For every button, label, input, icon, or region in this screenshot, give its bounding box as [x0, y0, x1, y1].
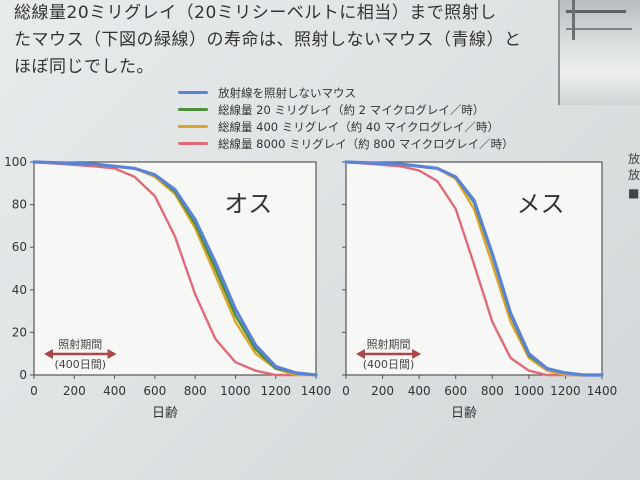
legend-swatch-orange: [178, 125, 208, 128]
y-tick-label: 100: [4, 155, 27, 169]
annotation-arrow-left: [356, 349, 365, 359]
x-tick-label: 400: [103, 384, 126, 398]
annotation-label: 照射期間: [58, 337, 102, 351]
x-tick-label: 1200: [550, 384, 581, 398]
x-tick-label: 0: [342, 384, 350, 398]
y-tick-label: 0: [19, 368, 27, 382]
x-tick-label: 400: [408, 384, 431, 398]
annotation-arrow-right: [107, 349, 117, 359]
edge-glyph-3: ■: [628, 186, 640, 200]
edge-glyph-1: 放: [628, 152, 640, 166]
plot-area: [33, 161, 317, 376]
x-tick-label: 1400: [301, 384, 332, 398]
plot-area: [345, 161, 603, 376]
x-tick-label: 800: [184, 384, 207, 398]
x-tick-label: 600: [444, 384, 467, 398]
intro-text: 総線量20ミリグレイ（20ミリシーベルトに相当）まで照射し たマウス（下図の緑線…: [14, 0, 554, 81]
annotation-sublabel: (400日間): [54, 358, 106, 371]
annotation-arrow-left: [44, 349, 53, 359]
y-tick-label: 20: [12, 325, 27, 339]
x-tick-label: 1000: [514, 384, 545, 398]
legend-swatch-blue: [178, 91, 208, 94]
edge-glyph-2: 放: [628, 168, 640, 182]
legend-item-400mgy: 総線量 400 ミリグレイ（約 40 マイクログレイ／時）: [178, 118, 514, 135]
lab-photo: [558, 0, 640, 105]
series-line-0: [344, 160, 604, 377]
survival-charts: 0 200 400 600 800 1000 1200 1400 0 20 40 60 80 100 日齢 オ…: [4, 155, 618, 421]
annotation-arrow-right: [412, 349, 422, 359]
legend-label: 総線量 8000 ミリグレイ（約 800 マイクログレイ／時）: [218, 136, 514, 151]
series-line-3: [32, 160, 298, 377]
series-line-3: [344, 160, 585, 377]
annotation-label: 照射期間: [367, 337, 411, 351]
legend-label: 総線量 400 ミリグレイ（約 40 マイクログレイ／時）: [218, 119, 499, 134]
x-tick-label: 0: [30, 384, 38, 398]
panel-title: オス: [224, 190, 272, 218]
x-axis-label: 日齢: [451, 406, 477, 421]
x-tick-label: 800: [481, 384, 504, 398]
x-tick-label: 200: [63, 384, 86, 398]
legend-swatch-pink: [178, 142, 208, 145]
y-tick-label: 40: [12, 283, 27, 297]
panel-title: メス: [517, 190, 565, 218]
x-tick-label: 1200: [260, 384, 291, 398]
y-tick-label: 60: [12, 240, 27, 254]
x-tick-label: 1400: [587, 384, 618, 398]
x-tick-label: 1000: [220, 384, 251, 398]
legend-swatch-green: [178, 108, 208, 111]
legend-item-control: 放射線を照射しないマウス: [178, 84, 514, 101]
legend-label: 放射線を照射しないマウス: [218, 85, 356, 100]
annotation-sublabel: (400日間): [363, 358, 415, 371]
legend-label: 総線量 20 ミリグレイ（約 2 マイクログレイ／時）: [218, 102, 485, 117]
x-axis-label: 日齢: [152, 406, 178, 421]
x-tick-label: 600: [143, 384, 166, 398]
intro-line-1: 総線量20ミリグレイ（20ミリシーベルトに相当）まで照射し: [14, 3, 497, 23]
chart-legend: 放射線を照射しないマウス 総線量 20 ミリグレイ（約 2 マイクログレイ／時）…: [178, 84, 514, 152]
intro-line-3: ほぼ同じでした。: [14, 57, 154, 77]
series-line-0: [32, 160, 318, 377]
intro-line-2: たマウス（下図の緑線）の寿命は、照射しないマウス（青線）と: [14, 30, 522, 50]
legend-item-20mgy: 総線量 20 ミリグレイ（約 2 マイクログレイ／時）: [178, 101, 514, 118]
x-tick-label: 200: [371, 384, 394, 398]
legend-item-8000mgy: 総線量 8000 ミリグレイ（約 800 マイクログレイ／時）: [178, 135, 514, 152]
y-tick-label: 80: [12, 198, 27, 212]
